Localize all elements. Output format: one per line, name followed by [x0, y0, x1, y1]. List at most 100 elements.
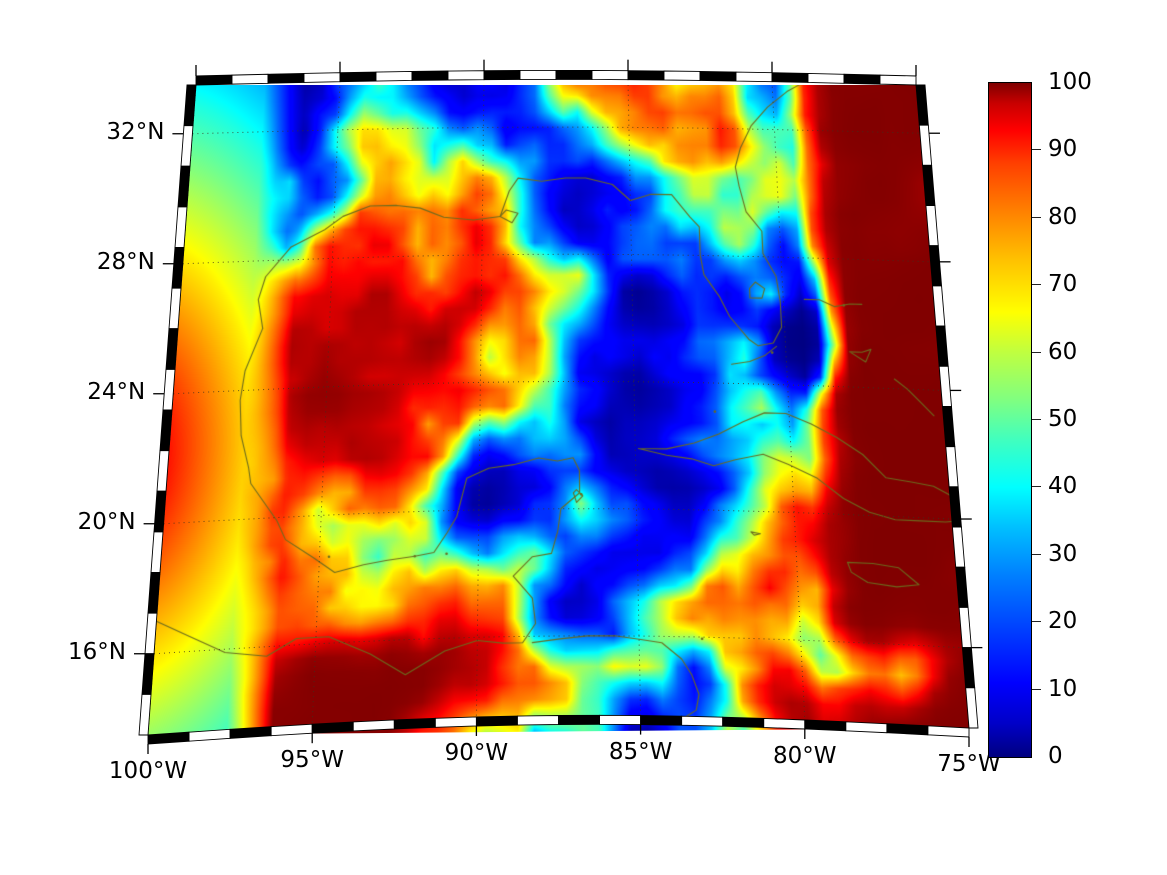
colorbar-tick-mark — [1032, 688, 1041, 690]
frame-segment-right — [938, 365, 952, 407]
colorbar[interactable]: 100 90 80 70 60 50 40 30 20 10 0 — [988, 69, 1148, 769]
lon-tick-label-4: 80°W — [773, 742, 837, 769]
frame-segment-top — [447, 70, 485, 81]
frame-segment-top — [591, 70, 629, 81]
lon-tick-label-0: 100°W — [108, 758, 188, 784]
frame-segment-left — [141, 653, 155, 695]
frame-segment-top — [699, 71, 737, 82]
frame-segment-top — [411, 70, 449, 81]
colorbar-tick-label-9: 10 — [1048, 675, 1078, 702]
frame-segment-bottom — [845, 721, 888, 734]
frame-segment-right — [925, 205, 939, 247]
lon-tick-label-1: 95°W — [280, 747, 344, 774]
map-frame — [134, 59, 983, 754]
colorbar-tick-label-8: 20 — [1048, 608, 1078, 635]
frame-segment-right — [932, 285, 946, 327]
frame-segment-top — [555, 69, 593, 80]
colorbar-tick-mark — [1032, 621, 1041, 623]
colorbar-tick-mark — [1032, 486, 1041, 488]
frame-segment-bottom — [722, 716, 765, 728]
frame-segment-left — [168, 287, 182, 330]
colorbar-tick-label-1: 90 — [1048, 136, 1078, 163]
frame-segment-right — [955, 566, 969, 608]
lat-tick-label-2: 24°N — [87, 378, 146, 405]
frame-segment-right — [922, 164, 936, 207]
frame-segment-bottom — [229, 726, 272, 739]
frame-segment-top — [735, 71, 773, 83]
lon-tick-label-2: 90°W — [444, 739, 509, 766]
frame-segment-right — [961, 647, 976, 689]
frame-segment-left — [165, 328, 179, 370]
coastline-layer — [148, 85, 969, 735]
frame-segment-bottom — [640, 715, 683, 726]
frame-segment-left — [174, 206, 188, 248]
colorbar-tick-mark — [1032, 216, 1041, 218]
colorbar-tick-label-6: 40 — [1048, 473, 1078, 500]
frame-segment-bottom — [352, 719, 395, 732]
graticule-meridian — [311, 85, 341, 725]
frame-segment-bottom — [558, 714, 600, 725]
frame-segment-top — [267, 72, 305, 84]
frame-segment-bottom — [927, 725, 970, 738]
frame-segment-bottom — [147, 731, 190, 745]
frame-segment-right — [935, 325, 949, 367]
frame-segment-bottom — [599, 714, 642, 726]
colorbar-tick-mark — [1032, 284, 1041, 286]
colorbar-tick-label-2: 80 — [1048, 203, 1078, 230]
frame-segment-bottom — [804, 719, 847, 732]
lat-tick-label-1: 28°N — [96, 248, 155, 275]
frame-segment-bottom — [434, 716, 477, 728]
frame-segment-top — [483, 70, 521, 81]
colorbar-tick-mark — [1032, 419, 1041, 420]
frame-segment-left — [144, 612, 158, 655]
map-axes[interactable]: 100°W 95°W 90°W 85°W 80°W 75°W 32°N 28°N 24°N 20°… — [68, 59, 1001, 784]
colorbar-gradient[interactable] — [988, 82, 1032, 758]
frame-segment-top — [195, 74, 233, 86]
colorbar-tick-mark — [1032, 351, 1041, 353]
frame-segment-right — [945, 446, 959, 488]
graticule-meridian — [627, 85, 642, 716]
frame-segment-left — [171, 247, 185, 289]
frame-segment-bottom — [886, 723, 929, 736]
frame-segment-left — [156, 450, 170, 492]
map-plot-area[interactable] — [148, 85, 969, 735]
colorbar-tick-mark — [1032, 553, 1041, 555]
frame-segment-left — [180, 125, 194, 167]
frame-segment-top — [303, 72, 341, 83]
frame-segment-bottom — [393, 717, 436, 730]
frame-segment-right — [918, 124, 933, 166]
frame-segment-bottom — [270, 723, 313, 737]
frame-segment-left — [183, 84, 197, 127]
lat-tick-label-3: 20°N — [77, 508, 136, 535]
frame-segment-top — [339, 71, 377, 83]
frame-segment-left — [177, 165, 191, 208]
frame-segment-top — [843, 73, 881, 85]
frame-segment-right — [958, 606, 972, 649]
lat-tick-label-0: 32°N — [106, 118, 165, 145]
frame-segment-top — [807, 72, 845, 84]
frame-segment-left — [138, 693, 152, 736]
colorbar-tick-mark — [1032, 149, 1041, 151]
colorbar-tick-label-10: 0 — [1048, 743, 1063, 769]
frame-segment-right — [965, 687, 979, 729]
lat-tick-label-4: 16°N — [68, 638, 126, 665]
colorbar-tick-label-7: 30 — [1048, 540, 1078, 567]
frame-segment-top — [663, 70, 701, 81]
frame-segment-bottom — [763, 717, 806, 730]
colorbar-tick-label-4: 60 — [1048, 338, 1078, 365]
lon-tick-label-3: 85°W — [608, 738, 673, 765]
frame-segment-bottom — [475, 715, 518, 727]
frame-segment-bottom — [311, 721, 354, 734]
frame-segment-left — [162, 368, 176, 411]
frame-segment-top — [627, 70, 665, 81]
frame-segment-top — [231, 73, 269, 85]
frame-segment-bottom — [681, 715, 724, 727]
frame-segment-top — [375, 71, 413, 82]
colorbar-tick-label-5: 50 — [1048, 406, 1078, 432]
frame-segment-right — [928, 245, 943, 287]
graticule-parallel — [173, 381, 942, 395]
frame-segment-right — [942, 406, 956, 448]
frame-segment-left — [147, 572, 161, 614]
frame-segment-top — [771, 72, 809, 83]
